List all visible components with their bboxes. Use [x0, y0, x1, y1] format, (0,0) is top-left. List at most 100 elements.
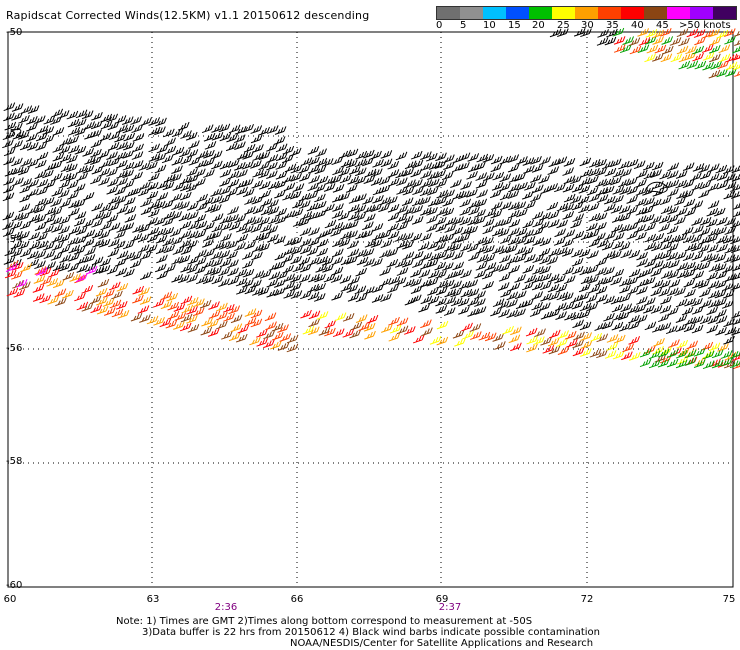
- wind-barb: [202, 259, 215, 269]
- wind-barb: [642, 213, 655, 223]
- wind-barb: [713, 207, 726, 217]
- wind-barb: [652, 36, 664, 45]
- wind-barb: [236, 285, 248, 295]
- wind-barb: [650, 305, 663, 314]
- wind-barb: [700, 299, 712, 309]
- wind-barb: [651, 161, 664, 171]
- wind-barb: [122, 150, 134, 159]
- wind-barb: [258, 232, 271, 241]
- wind-barb: [10, 220, 23, 230]
- wind-barb: [492, 333, 505, 342]
- wind-barb: [514, 253, 527, 263]
- wind-barb: [258, 216, 270, 226]
- wind-barb: [2, 228, 15, 237]
- wind-barb: [362, 196, 374, 205]
- wind-barb: [324, 327, 336, 337]
- wind-barb: [36, 179, 49, 188]
- wind-barb: [140, 198, 152, 208]
- wind-barb: [114, 115, 127, 124]
- wind-barb: [283, 246, 296, 256]
- wind-barb: [160, 291, 173, 301]
- wind-barb: [418, 269, 431, 279]
- wind-barb: [450, 179, 462, 188]
- wind-barb: [521, 246, 534, 256]
- wind-barb: [686, 28, 699, 38]
- wind-barb: [228, 332, 241, 342]
- wind-barb: [27, 105, 40, 114]
- wind-barb: [572, 319, 584, 329]
- wind-barb: [194, 168, 206, 178]
- wind-barb: [308, 326, 320, 336]
- wind-barb: [691, 306, 704, 315]
- wind-barb: [595, 285, 608, 295]
- wind-barb: [201, 124, 214, 134]
- wind-barb: [708, 342, 721, 352]
- wind-barb: [435, 234, 448, 244]
- wind-barb: [540, 292, 552, 302]
- wind-barb: [732, 54, 740, 61]
- wind-barb: [444, 271, 457, 280]
- wind-barb: [102, 298, 115, 307]
- wind-barb: [372, 194, 384, 204]
- legend-label: 20: [532, 20, 545, 31]
- legend-label: 0: [436, 20, 443, 31]
- wind-barb: [107, 202, 120, 212]
- wind-barb: [508, 227, 520, 237]
- wind-barb: [442, 262, 454, 271]
- wind-barb: [81, 303, 94, 312]
- wind-barb: [578, 248, 591, 258]
- wind-barb: [92, 265, 105, 275]
- wind-barb: [82, 238, 95, 248]
- wind-barb: [412, 259, 424, 268]
- wind-barb: [3, 102, 16, 112]
- wind-barb: [137, 233, 150, 243]
- wind-barb: [538, 247, 551, 257]
- wind-barb: [161, 154, 174, 164]
- wind-barb: [420, 162, 433, 172]
- wind-barb: [698, 261, 711, 271]
- wind-barb: [10, 240, 23, 250]
- wind-barb: [219, 160, 232, 170]
- wind-barb: [218, 278, 230, 287]
- wind-barb: [172, 182, 185, 191]
- wind-barb: [651, 252, 664, 261]
- wind-barb: [243, 143, 256, 153]
- wind-barb: [218, 194, 231, 204]
- wind-barb: [613, 36, 626, 45]
- wind-barb: [132, 133, 145, 142]
- wind-barb: [91, 111, 103, 121]
- wind-barb: [339, 275, 352, 284]
- wind-barb: [629, 45, 642, 55]
- wind-barb: [708, 263, 721, 272]
- wind-barb: [659, 170, 671, 180]
- wind-barb: [652, 233, 665, 242]
- wind-barb: [267, 233, 279, 243]
- wind-barb: [347, 211, 360, 221]
- wind-barb: [620, 303, 633, 313]
- wind-barb: [711, 349, 724, 359]
- wind-barb: [257, 287, 270, 296]
- wind-barb: [427, 252, 440, 262]
- wind-barb: [380, 150, 393, 159]
- wind-barb: [401, 258, 414, 268]
- wind-barb: [602, 275, 615, 285]
- wind-barb: [244, 240, 256, 250]
- wind-barb: [290, 274, 302, 283]
- wind-barb: [450, 280, 462, 290]
- wind-barb: [201, 196, 214, 206]
- wind-barb: [364, 213, 376, 223]
- wind-barb: [675, 207, 688, 217]
- wind-barb: [611, 214, 624, 223]
- wind-barb: [260, 206, 273, 216]
- wind-barb: [714, 253, 727, 263]
- wind-barb: [275, 161, 288, 170]
- wind-barb: [259, 189, 272, 199]
- wind-barb: [561, 248, 574, 257]
- wind-barb: [330, 228, 343, 237]
- wind-barb: [706, 324, 719, 334]
- wind-barb: [658, 214, 671, 224]
- wind-barb: [386, 248, 399, 257]
- wind-barb: [276, 270, 289, 280]
- wind-barb: [702, 360, 715, 370]
- wind-barb: [228, 305, 241, 315]
